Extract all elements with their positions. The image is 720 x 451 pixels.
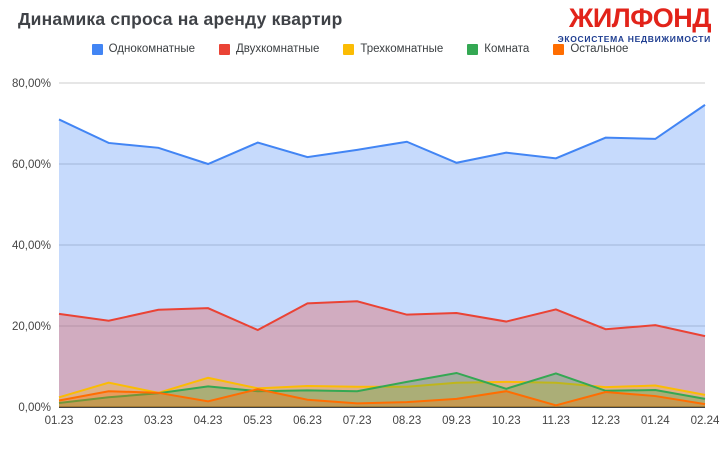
x-tick-label: 03.23	[144, 415, 173, 427]
legend-label: Однокомнатные	[108, 43, 195, 55]
x-tick-label: 02.23	[94, 415, 123, 427]
x-tick-label: 09.23	[442, 415, 471, 427]
legend-swatch-icon	[343, 43, 355, 55]
y-tick-label: 60,00%	[12, 159, 51, 171]
x-tick-label: 06.23	[293, 415, 322, 427]
legend-swatch-icon	[218, 43, 230, 55]
x-tick-label: 02.24	[691, 415, 720, 427]
x-tick-label: 05.23	[243, 415, 272, 427]
logo-tagline: ЭКОСИСТЕМА НЕДВИЖИМОСТИ	[557, 34, 711, 44]
chart-legend: Однокомнатные Двухкомнатные Трехкомнатные К…	[0, 42, 720, 56]
x-tick-label: 10.23	[492, 415, 521, 427]
legend-item-2: Трехкомнатные	[343, 43, 443, 55]
x-tick-label: 11.23	[542, 415, 570, 427]
x-tick-label: 04.23	[194, 415, 223, 427]
legend-label: Комната	[484, 43, 530, 55]
series-line-0	[58, 104, 706, 166]
y-tick-label: 0,00%	[18, 402, 51, 414]
legend-item-1: Двухкомнатные	[218, 43, 320, 55]
x-tick-label: 01.24	[641, 415, 670, 427]
legend-label: Двухкомнатные	[235, 43, 320, 55]
page-title: Динамика спроса на аренду квартир	[18, 9, 343, 29]
series-line-4	[58, 388, 706, 407]
legend-swatch-icon	[91, 43, 103, 55]
x-tick-label: 07.23	[343, 415, 372, 427]
zhilfond-logo: ЖИЛФОНД ЭКОСИСТЕМА НЕДВИЖИМОСТИ	[557, 3, 712, 44]
series-line-3	[58, 371, 706, 404]
legend-item-0: Однокомнатные	[91, 43, 195, 55]
y-tick-label: 80,00%	[12, 78, 51, 90]
legend-swatch-icon	[467, 43, 479, 55]
y-tick-label: 20,00%	[12, 321, 51, 333]
series-area-0	[59, 104, 705, 408]
legend-label: Трехкомнатные	[360, 43, 444, 55]
legend-item-3: Комната	[467, 43, 529, 55]
legend-swatch-icon	[553, 43, 565, 55]
x-tick-label: 08.23	[392, 415, 421, 427]
x-tick-label: 01.23	[45, 415, 74, 427]
series-line-1	[58, 300, 706, 338]
y-tick-label: 40,00%	[12, 240, 51, 252]
legend-label: Остальное	[570, 43, 629, 55]
logo-wordmark: ЖИЛФОНД	[568, 3, 712, 33]
legend-item-4: Остальное	[553, 43, 628, 55]
x-tick-label: 12.23	[591, 415, 620, 427]
series-area-2	[59, 377, 705, 407]
